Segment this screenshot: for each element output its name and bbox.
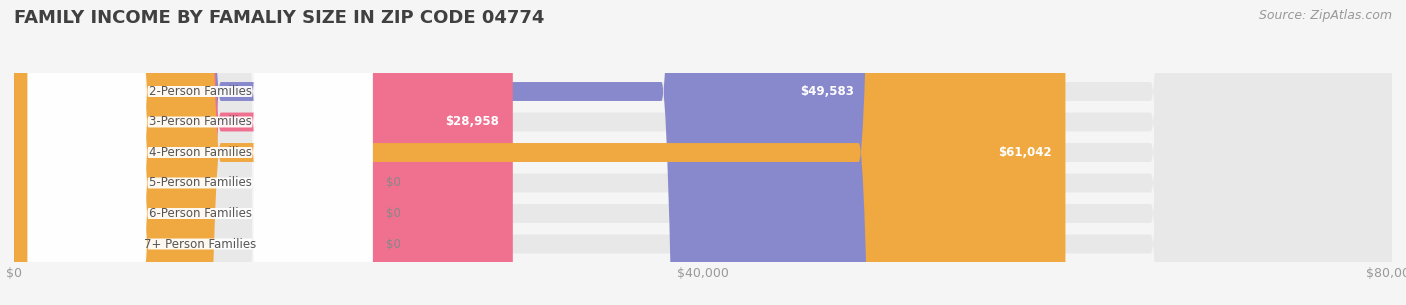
- FancyBboxPatch shape: [28, 0, 373, 305]
- FancyBboxPatch shape: [14, 0, 868, 305]
- Text: 6-Person Families: 6-Person Families: [149, 207, 252, 220]
- FancyBboxPatch shape: [14, 0, 1066, 305]
- Text: 4-Person Families: 4-Person Families: [149, 146, 252, 159]
- Text: $61,042: $61,042: [998, 146, 1052, 159]
- Text: $0: $0: [387, 177, 401, 189]
- FancyBboxPatch shape: [28, 0, 373, 305]
- Text: 2-Person Families: 2-Person Families: [149, 85, 252, 98]
- Text: 3-Person Families: 3-Person Families: [149, 116, 252, 128]
- Text: $49,583: $49,583: [800, 85, 855, 98]
- Text: FAMILY INCOME BY FAMALIY SIZE IN ZIP CODE 04774: FAMILY INCOME BY FAMALIY SIZE IN ZIP COD…: [14, 9, 544, 27]
- FancyBboxPatch shape: [14, 0, 1392, 305]
- FancyBboxPatch shape: [14, 0, 1392, 305]
- FancyBboxPatch shape: [14, 0, 1392, 305]
- Text: $0: $0: [387, 207, 401, 220]
- FancyBboxPatch shape: [28, 0, 373, 305]
- Text: 7+ Person Families: 7+ Person Families: [143, 238, 256, 250]
- FancyBboxPatch shape: [28, 0, 373, 305]
- Text: 5-Person Families: 5-Person Families: [149, 177, 252, 189]
- Text: $0: $0: [387, 238, 401, 250]
- FancyBboxPatch shape: [28, 0, 373, 305]
- Text: Source: ZipAtlas.com: Source: ZipAtlas.com: [1258, 9, 1392, 22]
- FancyBboxPatch shape: [28, 0, 373, 305]
- FancyBboxPatch shape: [14, 0, 513, 305]
- Text: $28,958: $28,958: [446, 116, 499, 128]
- FancyBboxPatch shape: [14, 0, 1392, 305]
- FancyBboxPatch shape: [14, 0, 1392, 305]
- FancyBboxPatch shape: [14, 0, 1392, 305]
